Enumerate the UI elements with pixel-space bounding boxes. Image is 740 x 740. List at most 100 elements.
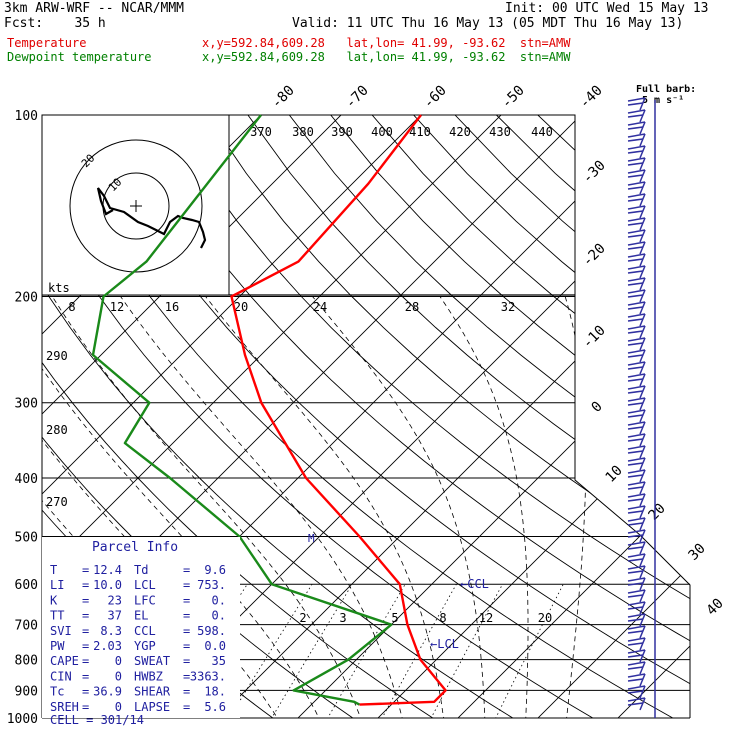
wind-barb	[627, 277, 646, 291]
barb-flag	[627, 342, 644, 346]
barb-flag	[627, 510, 644, 514]
wind-barb	[627, 649, 646, 663]
parcel-key: PW	[50, 639, 65, 653]
temperature-profile	[230, 114, 447, 706]
barb-flag	[627, 246, 644, 250]
dry-adiabat	[42, 115, 690, 718]
wind-barb	[627, 601, 646, 615]
parcel-value: 753.	[197, 578, 226, 592]
moist-adiabat	[564, 296, 587, 718]
barb-staff	[639, 181, 646, 195]
barb-flag	[627, 270, 644, 274]
wind-barb	[627, 157, 646, 171]
barb-staff	[639, 301, 646, 315]
wind-barb	[627, 181, 646, 195]
dry-adiabat	[288, 115, 690, 718]
isotherm-label: -10	[580, 323, 609, 352]
wind-barb	[627, 121, 646, 135]
barb-staff	[639, 325, 646, 339]
mixing-ratio-line	[320, 583, 406, 718]
parcel-key: SHEAR	[134, 685, 171, 699]
isotherm-line	[684, 115, 690, 718]
barb-staff	[639, 481, 646, 495]
barb-flag	[627, 181, 646, 186]
wind-barb	[627, 397, 646, 411]
parcel-key: SVI	[50, 624, 72, 638]
parcel-value: 10.0	[93, 578, 122, 592]
mixing-ratio-label: 20	[538, 611, 552, 625]
parcel-eq: =	[82, 563, 89, 577]
dry-adiabat	[247, 115, 690, 718]
barb-staff	[639, 157, 646, 171]
barb-flag	[627, 613, 646, 618]
wind-barb	[627, 409, 646, 423]
barb-staff	[639, 505, 646, 519]
parcel-key: T	[50, 563, 57, 577]
wind-barb	[627, 493, 646, 507]
hodograph-unit: kts	[48, 281, 70, 295]
barb-flag	[627, 162, 644, 166]
parcel-value: 0.	[212, 593, 226, 607]
model-title: 3km ARW-WRF -- NCAR/MMM	[4, 1, 185, 16]
wind-barb	[627, 517, 646, 531]
parcel-panel	[42, 537, 240, 718]
barb-flag	[627, 198, 644, 202]
barb-flag	[627, 498, 644, 502]
wind-barb	[627, 505, 646, 519]
wind-barb	[627, 637, 646, 651]
barb-flag	[627, 654, 644, 658]
barb-staff	[639, 241, 646, 255]
barb-flag	[627, 522, 644, 526]
pressure-label: 800	[15, 654, 38, 669]
barb-flag	[627, 222, 644, 226]
mixing-ratio-label: 12	[110, 300, 124, 314]
wind-barb	[627, 109, 646, 123]
moist-adiabat	[205, 296, 446, 718]
isotherm-label: -80	[269, 83, 298, 112]
parcel-eq: =	[82, 578, 89, 592]
isotherm-label: 0	[589, 399, 606, 416]
barb-flag	[627, 481, 646, 486]
barb-staff	[639, 409, 646, 423]
pressure-label: 400	[15, 472, 38, 487]
wind-barb	[627, 241, 646, 255]
barb-flag	[627, 289, 646, 294]
hodograph-ring-20	[69, 139, 203, 273]
barb-flag	[627, 325, 646, 330]
barb-flag	[627, 678, 644, 682]
barb-flag	[627, 630, 644, 634]
theta-label: 410	[409, 125, 431, 139]
parcel-eq: =	[82, 685, 89, 699]
barb-flag	[627, 457, 646, 462]
barb-flag	[627, 517, 646, 522]
barb-staff	[639, 661, 646, 675]
barb-flag	[627, 450, 644, 454]
mixing-ratio-label: 2	[299, 611, 306, 625]
parcel-key: SREH	[50, 700, 79, 714]
barb-staff	[639, 577, 646, 591]
theta-label: 420	[449, 125, 471, 139]
wind-barb	[627, 421, 646, 435]
barb-flag	[627, 385, 646, 390]
isotherm-line	[42, 115, 502, 718]
barb-staff	[639, 193, 646, 207]
barb-flag	[627, 97, 646, 102]
theta-label: 430	[489, 125, 511, 139]
isotherm-label: 40	[704, 596, 727, 619]
barb-flag	[627, 294, 644, 298]
isotherm-label: 30	[686, 541, 709, 564]
barb-staff	[639, 637, 646, 651]
isotherm-line	[524, 115, 690, 718]
barb-flag	[627, 241, 646, 246]
barb-flag	[627, 649, 646, 654]
dry-adiabat	[371, 115, 690, 718]
barb-flag	[627, 229, 646, 234]
barb-flag	[627, 318, 644, 322]
barb-staff	[639, 541, 646, 555]
isotherm-label: 10	[603, 463, 626, 486]
barb-staff	[639, 349, 646, 363]
barb-flag	[627, 582, 644, 586]
wind-barb	[627, 373, 646, 387]
temperature-legend-name: Temperature	[7, 36, 87, 50]
barb-flag	[627, 402, 644, 406]
